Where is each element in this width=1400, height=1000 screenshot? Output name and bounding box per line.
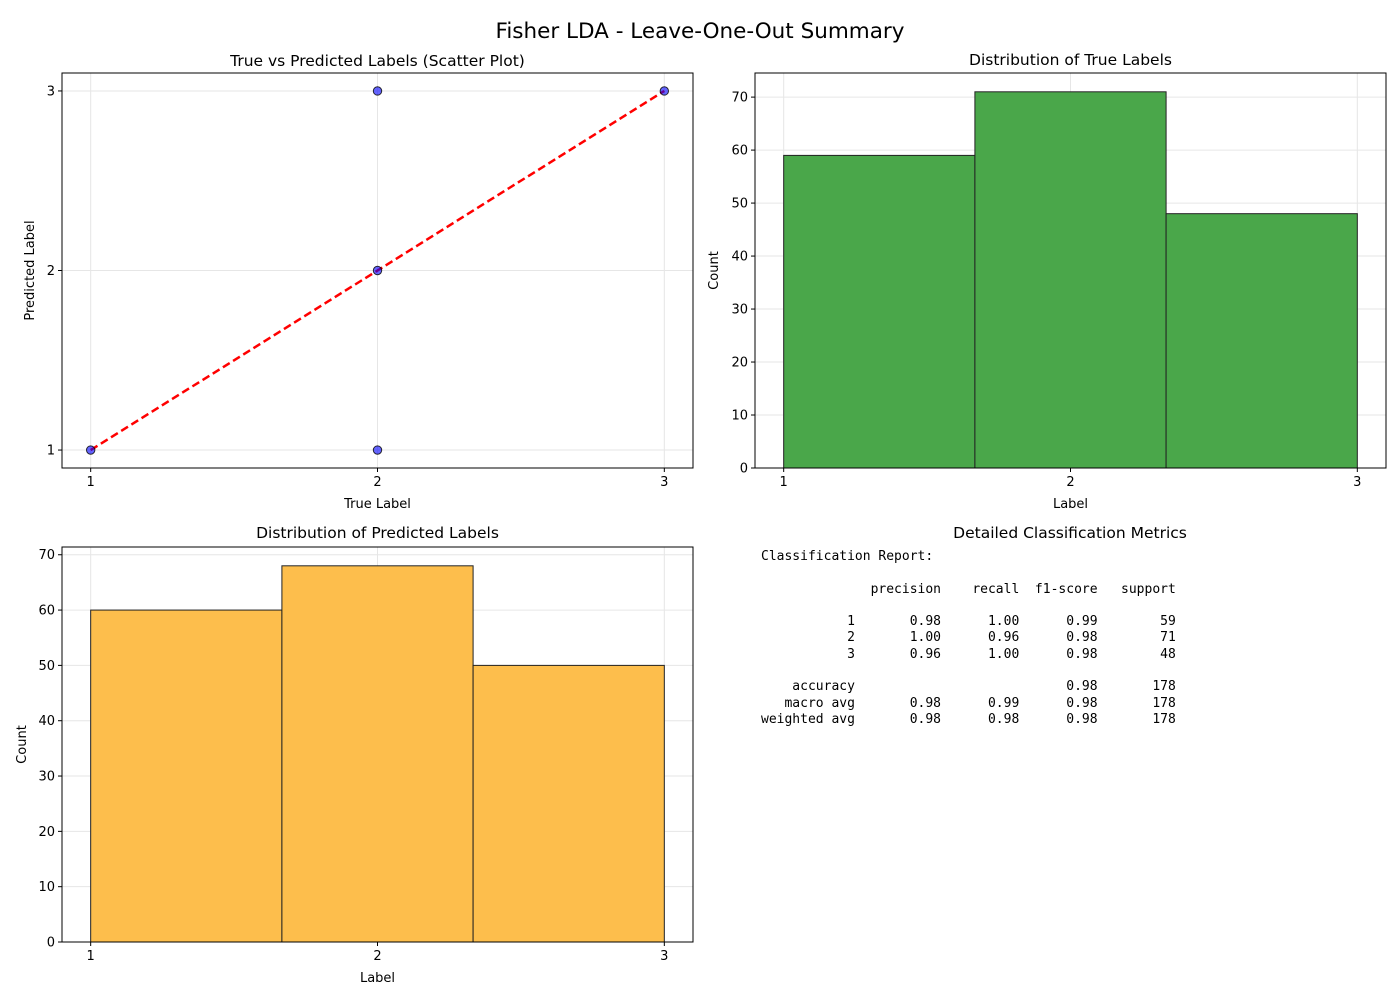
metrics-title: Detailed Classification Metrics (953, 524, 1187, 542)
y-tick-label: 20 (731, 356, 748, 371)
x-axis-label: Label (360, 971, 395, 986)
y-axis-label: Predicted Label (23, 220, 38, 320)
histogram-bar (281, 565, 474, 943)
histogram-bar (90, 609, 283, 943)
histogram-bar (974, 91, 1167, 469)
x-tick-label: 2 (373, 475, 381, 490)
y-tick-label: 50 (731, 197, 748, 212)
y-tick-label: 40 (38, 714, 55, 729)
y-tick-label: 70 (731, 91, 748, 106)
scatter-point (85, 445, 96, 455)
x-tick-label: 2 (1066, 475, 1074, 490)
y-tick-label: 30 (38, 770, 55, 785)
chart-title: Distribution of Predicted Labels (256, 524, 499, 542)
y-axis-label: Count (707, 251, 722, 290)
y-tick-label: 1 (47, 444, 55, 459)
x-tick-label: 3 (660, 949, 668, 964)
scatter-panel: 1 2 3 1 2 3 True vs Predicted Labels (Scatter … (23, 52, 694, 512)
y-tick-label: 70 (38, 548, 55, 563)
y-tick-label: 0 (47, 936, 55, 951)
x-tick-label: 1 (87, 475, 95, 490)
chart-title: Distribution of True Labels (969, 51, 1172, 69)
x-tick-label: 3 (1353, 475, 1361, 490)
y-tick-label: 40 (731, 250, 748, 265)
y-tick-label: 20 (38, 825, 55, 840)
x-tick-label: 2 (373, 949, 381, 964)
x-axis-label: True Label (343, 497, 411, 512)
y-tick-label: 2 (47, 264, 55, 279)
histogram-bar (472, 664, 665, 943)
x-tick-label: 1 (780, 475, 788, 490)
y-tick-label: 60 (731, 144, 748, 159)
y-tick-label: 3 (47, 84, 55, 99)
y-tick-label: 50 (38, 659, 55, 674)
histogram-bar (1165, 213, 1358, 469)
figure-title: Fisher LDA - Leave-One-Out Summary (496, 19, 905, 44)
classification-report: Classification Report: precision recall … (761, 549, 1176, 727)
y-tick-label: 60 (38, 604, 55, 619)
y-tick-label: 30 (731, 303, 748, 318)
scatter-point (372, 265, 383, 276)
scatter-point (659, 86, 670, 96)
y-tick-label: 10 (38, 880, 55, 895)
x-axis-label: Label (1053, 497, 1088, 512)
chart-title: True vs Predicted Labels (Scatter Plot) (229, 52, 525, 70)
y-tick-label: 10 (731, 409, 748, 424)
y-tick-label: 0 (740, 462, 748, 477)
scatter-point (372, 86, 383, 96)
x-tick-label: 3 (660, 475, 668, 490)
histogram-bar (783, 154, 976, 469)
x-tick-label: 1 (87, 949, 95, 964)
scatter-point (372, 445, 383, 455)
y-axis-label: Count (15, 725, 30, 764)
